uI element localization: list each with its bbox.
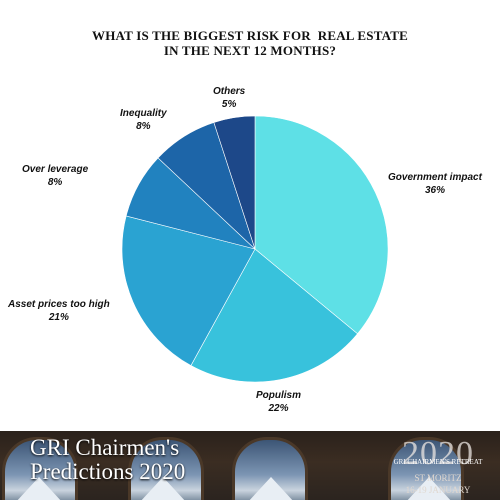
slice-name: Populism <box>256 390 302 401</box>
slice-label-over-leverage: Over leverage 8% <box>22 163 88 189</box>
retreat-badge: 2020 GRI CHAIRMEN'S RETREAT ST MORITZ 16… <box>382 431 494 500</box>
pie-slice-asset-prices-too-high <box>121 215 256 366</box>
pie-slice-populism <box>190 248 358 383</box>
slice-value: 22% <box>268 403 289 414</box>
retreat-place: ST MORITZ <box>414 473 462 483</box>
slice-value: 36% <box>424 185 445 196</box>
retreat-name: GRI CHAIRMEN'S RETREAT <box>393 458 483 466</box>
slice-name: Government impact <box>388 172 482 183</box>
banner-title-line-1: GRI Chairmen's <box>30 435 180 460</box>
slice-value: 5% <box>221 99 237 110</box>
chart-title-line-2: IN THE NEXT 12 MONTHS? <box>163 43 337 58</box>
slice-label-government-impact: Government impact 36% <box>388 171 482 197</box>
retreat-year: 2020 <box>402 435 474 472</box>
promo-banner[interactable]: GRI Chairmen's Predictions 2020 2020 GRI… <box>0 431 500 500</box>
arched-window <box>128 437 204 500</box>
slice-label-inequality: Inequality 8% <box>120 107 167 133</box>
slice-value: 8% <box>47 177 63 188</box>
slice-label-asset-prices: Asset prices too high 21% <box>8 298 110 324</box>
slice-name: Asset prices too high <box>8 299 110 310</box>
chart-title-line-1: WHAT IS THE BIGGEST RISK FOR REAL ESTATE <box>92 28 408 43</box>
arched-window <box>2 437 78 500</box>
pie-slice-others <box>213 115 256 250</box>
chart-title: WHAT IS THE BIGGEST RISK FOR REAL ESTATE… <box>0 28 500 58</box>
arched-window <box>232 437 308 500</box>
slice-value: 8% <box>136 121 151 132</box>
slice-name: Others <box>213 86 246 97</box>
slice-label-populism: Populism 22% <box>256 389 301 415</box>
slice-name: Over leverage <box>22 164 89 175</box>
slice-value: 21% <box>48 312 69 323</box>
arched-window <box>388 437 464 500</box>
banner-title-line-2: Predictions 2020 <box>30 459 186 484</box>
slice-name: Inequality <box>120 108 167 119</box>
slice-label-others: Others 5% <box>213 85 245 111</box>
pie-slice-government-impact <box>254 115 389 335</box>
retreat-dates: 16-19 JANUARY <box>405 485 471 495</box>
banner-title: GRI Chairmen's Predictions 2020 <box>30 436 185 484</box>
